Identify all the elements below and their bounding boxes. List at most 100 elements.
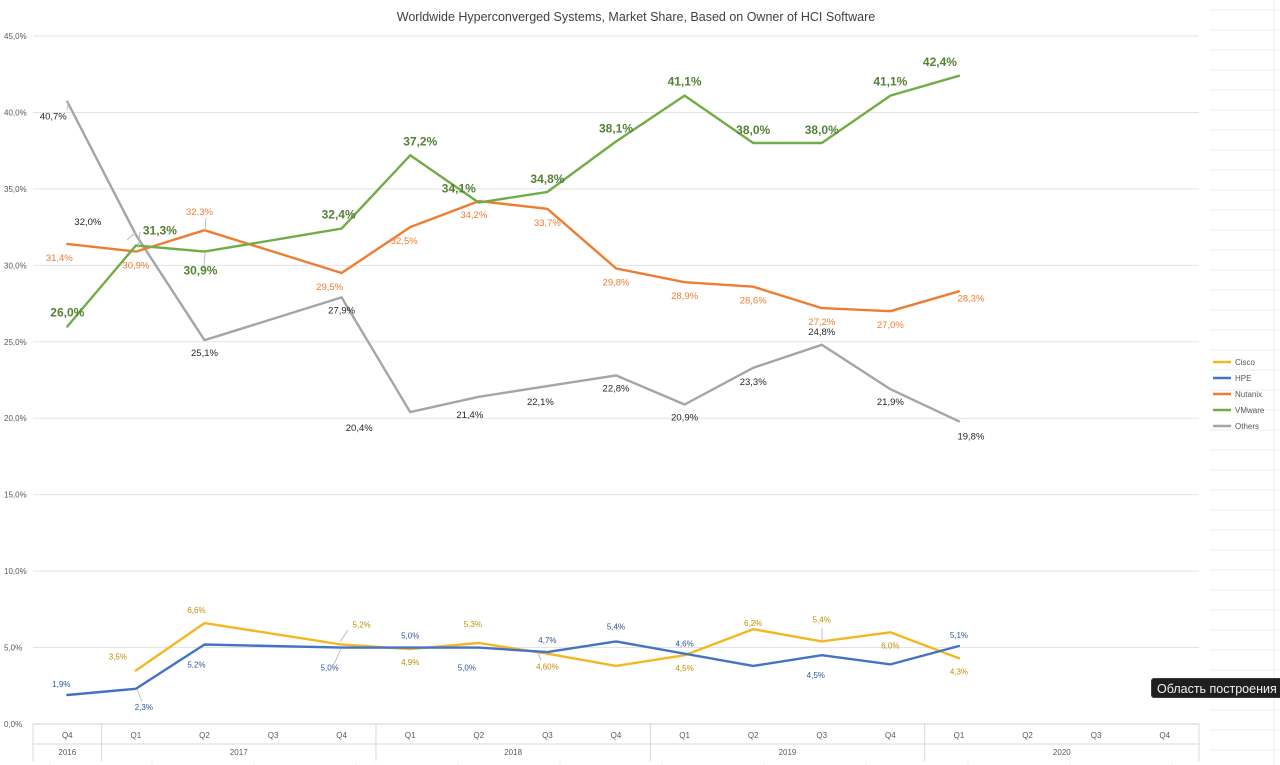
x-tick-label: Q1	[679, 731, 690, 740]
y-tick-label: 40,0%	[4, 108, 27, 117]
data-label-others: 20,4%	[346, 423, 373, 434]
chart-title: Worldwide Hyperconverged Systems, Market…	[397, 10, 875, 24]
data-label-vmware: 32,4%	[322, 208, 356, 222]
y-tick-label: 0,0%	[4, 720, 22, 729]
leader-line	[126, 231, 137, 241]
data-label-others: 21,9%	[877, 397, 904, 408]
data-label-nutanix: 31,4%	[46, 253, 73, 264]
legend-label-cisco: Cisco	[1235, 358, 1256, 367]
x-tick-label: Q2	[1022, 731, 1033, 740]
data-label-nutanix: 34,2%	[460, 210, 487, 221]
data-label-hpe: 5,1%	[950, 631, 968, 640]
data-label-vmware: 34,1%	[442, 182, 476, 196]
data-label-hpe: 5,0%	[458, 664, 476, 673]
data-label-hpe: 4,7%	[538, 636, 556, 645]
data-label-cisco: 3,5%	[109, 652, 127, 661]
leader-line	[204, 217, 207, 232]
series-line-cisco	[134, 621, 961, 672]
data-label-others: 32,0%	[74, 217, 101, 228]
x-tick-label: Q1	[954, 731, 965, 740]
gridlines	[33, 35, 1199, 725]
data-label-cisco: 6,6%	[187, 606, 205, 615]
data-label-hpe: 2,3%	[135, 703, 153, 712]
series-line-hpe	[66, 640, 961, 697]
data-label-vmware: 31,3%	[143, 223, 177, 237]
leader-line	[66, 101, 69, 111]
x-axis: Q4 Q1 Q2 Q3 Q4 Q1 Q2 Q3 Q4 Q1 Q2 Q3 Q4 Q1 Q2 Q3 Q4 2016 20…	[32, 724, 1200, 761]
data-label-vmware: 38,1%	[599, 121, 633, 135]
y-tick-label: 5,0%	[4, 644, 22, 653]
data-label-others: 22,8%	[603, 383, 630, 394]
data-label-cisco: 5,4%	[813, 615, 831, 624]
x-tick-label: Q4	[885, 731, 896, 740]
x-year-label: 2017	[230, 748, 248, 757]
y-tick-label: 15,0%	[4, 491, 27, 500]
y-axis: 0,0% 5,0% 10,0% 15,0% 20,0% 25,0% 30,0% 35,0% 40…	[4, 32, 27, 729]
x-tick-label: Q1	[131, 731, 142, 740]
leader-line	[333, 648, 342, 665]
data-label-vmware: 41,1%	[668, 75, 702, 89]
data-label-others: 25,1%	[191, 348, 218, 359]
series-line-others	[66, 100, 961, 423]
series-line-vmware	[66, 74, 961, 328]
x-tick-label: Q4	[611, 731, 622, 740]
data-label-hpe: 4,5%	[807, 671, 825, 680]
data-label-nutanix: 29,5%	[316, 282, 343, 293]
plot-area-tooltip: Область построения	[1151, 678, 1280, 698]
data-label-others: 22,1%	[527, 397, 554, 408]
data-label-others: 21,4%	[456, 410, 483, 421]
data-label-nutanix: 32,5%	[391, 236, 418, 247]
data-label-nutanix: 28,9%	[671, 291, 698, 302]
data-label-others: 27,9%	[328, 305, 355, 316]
data-label-nutanix: 33,7%	[534, 218, 561, 229]
legend: Cisco HPE Nutanix VMware Others	[1213, 358, 1265, 431]
data-label-nutanix: 28,6%	[740, 296, 767, 307]
data-label-nutanix: 32,3%	[186, 207, 213, 218]
data-label-vmware: 34,8%	[530, 172, 564, 186]
x-tick-label: Q2	[199, 731, 210, 740]
data-label-others: 19,8%	[957, 431, 984, 442]
data-label-vmware: 42,4%	[923, 55, 957, 69]
data-label-cisco: 4,5%	[675, 664, 693, 673]
data-label-vmware: 38,0%	[736, 123, 770, 137]
leader-line	[537, 652, 542, 661]
y-tick-label: 35,0%	[4, 185, 27, 194]
y-tick-label: 30,0%	[4, 261, 27, 270]
x-year-label: 2016	[58, 748, 76, 757]
legend-label-nutanix: Nutanix	[1235, 390, 1262, 399]
x-tick-label: Q2	[473, 731, 484, 740]
data-label-others: 20,9%	[671, 412, 698, 423]
leader-line	[203, 251, 206, 269]
data-label-nutanix: 27,2%	[808, 317, 835, 328]
data-label-hpe: 5,0%	[401, 632, 419, 641]
y-tick-label: 20,0%	[4, 414, 27, 423]
legend-label-vmware: VMware	[1235, 406, 1265, 415]
x-tick-label: Q2	[748, 731, 759, 740]
series-lines	[66, 74, 961, 697]
data-label-cisco: 4,9%	[401, 658, 419, 667]
x-tick-label: Q4	[1159, 731, 1170, 740]
data-label-nutanix: 28,3%	[957, 293, 984, 304]
data-label-cisco: 5,3%	[464, 620, 482, 629]
leader-line	[136, 688, 143, 703]
label-leader-lines	[66, 101, 823, 703]
data-label-vmware: 30,9%	[183, 264, 217, 278]
chart-area	[0, 0, 1210, 762]
data-label-others: 40,7%	[40, 112, 67, 123]
y-tick-label: 45,0%	[4, 32, 27, 41]
data-label-others: 23,3%	[740, 377, 767, 388]
x-tick-label: Q3	[268, 731, 279, 740]
data-label-vmware: 38,0%	[805, 123, 839, 137]
data-label-hpe: 4,6%	[675, 640, 693, 649]
x-year-label: 2018	[504, 748, 522, 757]
x-tick-label: Q4	[336, 731, 347, 740]
x-tick-label: Q3	[542, 731, 553, 740]
data-label-vmware: 26,0%	[50, 305, 84, 319]
legend-label-others: Others	[1235, 422, 1259, 431]
data-label-others: 24,8%	[808, 327, 835, 338]
data-label-hpe: 1,9%	[52, 680, 70, 689]
data-label-nutanix: 29,8%	[603, 277, 630, 288]
data-label-cisco: 6,0%	[881, 641, 899, 650]
x-tick-label: Q3	[1091, 731, 1102, 740]
